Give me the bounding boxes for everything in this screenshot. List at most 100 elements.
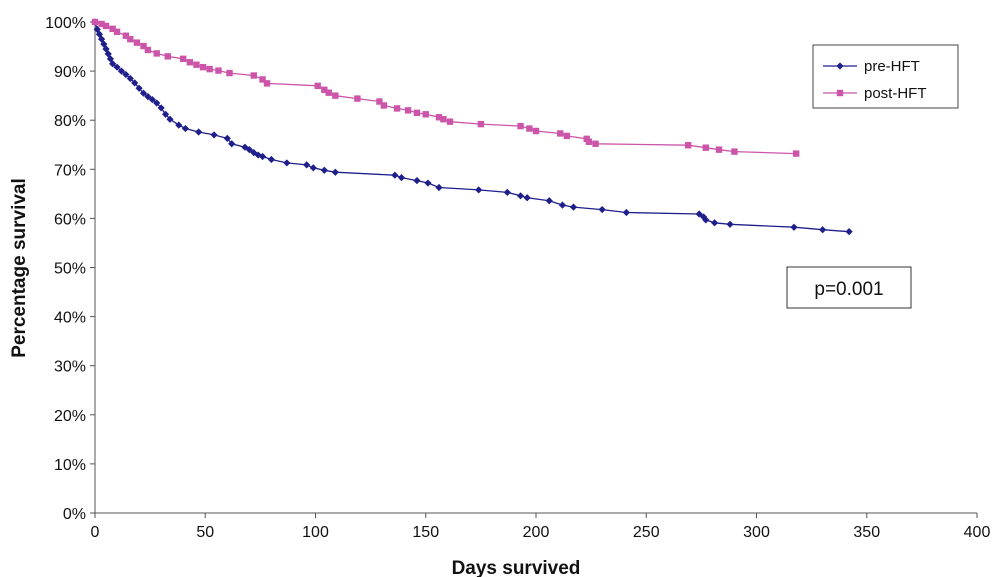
data-point-post-HFT bbox=[226, 69, 233, 77]
data-point-pre-HFT bbox=[309, 164, 317, 172]
y-tick-label: 20% bbox=[54, 408, 86, 425]
data-point-pre-HFT bbox=[711, 219, 719, 227]
y-tick-label: 90% bbox=[54, 64, 86, 81]
data-point-pre-HFT bbox=[545, 197, 553, 205]
data-point-post-HFT bbox=[321, 86, 328, 93]
data-point-pre-HFT bbox=[558, 201, 567, 209]
series-layer bbox=[91, 18, 853, 236]
data-point-pre-HFT bbox=[790, 223, 798, 231]
data-point-pre-HFT bbox=[845, 228, 853, 236]
data-point-post-HFT bbox=[153, 50, 160, 57]
data-point-pre-HFT bbox=[523, 194, 531, 202]
data-point-pre-HFT bbox=[397, 174, 406, 182]
data-point-post-HFT bbox=[684, 142, 692, 149]
data-point-pre-HFT bbox=[144, 93, 152, 101]
data-point-post-HFT bbox=[332, 92, 339, 99]
data-point-post-HFT bbox=[557, 130, 564, 137]
data-point-pre-HFT bbox=[210, 131, 218, 139]
y-tick-label: 50% bbox=[54, 261, 86, 278]
data-point-pre-HFT bbox=[153, 99, 161, 107]
data-point-post-HFT bbox=[477, 120, 485, 128]
data-point-pre-HFT bbox=[413, 176, 421, 185]
data-point-post-HFT bbox=[250, 72, 257, 79]
data-point-post-HFT bbox=[113, 28, 121, 36]
data-point-post-HFT bbox=[164, 53, 171, 60]
series-post-HFT bbox=[91, 18, 800, 157]
data-point-pre-HFT bbox=[148, 95, 156, 104]
data-point-pre-HFT bbox=[726, 220, 734, 228]
y-tick-label: 60% bbox=[54, 211, 86, 228]
data-point-post-HFT bbox=[122, 32, 130, 39]
data-point-post-HFT bbox=[440, 116, 447, 123]
data-point-pre-HFT bbox=[569, 203, 578, 211]
data-point-pre-HFT bbox=[391, 171, 399, 179]
y-tick-label: 80% bbox=[54, 113, 86, 130]
data-point-post-HFT bbox=[325, 89, 332, 96]
data-point-post-HFT bbox=[526, 125, 533, 132]
data-point-post-HFT bbox=[702, 144, 709, 151]
data-point-post-HFT bbox=[517, 122, 524, 130]
legend-marker-post-HFT bbox=[836, 89, 844, 97]
data-point-pre-HFT bbox=[181, 124, 190, 133]
data-point-pre-HFT bbox=[331, 168, 339, 176]
data-point-pre-HFT bbox=[424, 179, 432, 187]
data-point-pre-HFT bbox=[161, 110, 170, 118]
data-point-pre-HFT bbox=[223, 134, 231, 142]
x-axis-title: Days survived bbox=[452, 558, 581, 577]
x-tick-label: 50 bbox=[196, 524, 214, 541]
axis-ticks: 0 50 100 150 200 250 300 350 400 0% 10% 20% 30% 40% 50… bbox=[45, 15, 990, 541]
y-tick-label: 100% bbox=[45, 15, 86, 32]
data-point-pre-HFT bbox=[516, 192, 525, 200]
data-point-post-HFT bbox=[206, 65, 213, 73]
data-point-post-HFT bbox=[109, 25, 116, 33]
data-point-post-HFT bbox=[263, 80, 271, 87]
data-point-pre-HFT bbox=[175, 121, 183, 129]
y-tick-label: 70% bbox=[54, 162, 86, 179]
p-value-annotation: p=0.001 bbox=[786, 266, 912, 309]
data-point-pre-HFT bbox=[503, 188, 511, 196]
data-point-post-HFT bbox=[193, 61, 200, 68]
data-point-post-HFT bbox=[314, 82, 321, 90]
data-point-post-HFT bbox=[532, 127, 540, 135]
data-point-pre-HFT bbox=[157, 104, 165, 112]
y-tick-label: 10% bbox=[54, 457, 86, 474]
data-point-pre-HFT bbox=[598, 205, 606, 214]
data-point-post-HFT bbox=[98, 20, 105, 28]
data-point-post-HFT bbox=[180, 55, 187, 63]
data-point-post-HFT bbox=[585, 138, 593, 146]
data-point-pre-HFT bbox=[117, 67, 126, 75]
data-point-post-HFT bbox=[422, 111, 429, 118]
data-point-pre-HFT bbox=[126, 74, 134, 83]
data-point-post-HFT bbox=[127, 35, 134, 43]
x-tick-label: 100 bbox=[302, 524, 329, 541]
data-point-post-HFT bbox=[592, 140, 599, 147]
x-tick-label: 150 bbox=[412, 524, 439, 541]
data-point-pre-HFT bbox=[195, 128, 203, 136]
series-pre-HFT bbox=[91, 18, 853, 236]
x-tick-label: 400 bbox=[964, 524, 991, 541]
x-tick-label: 300 bbox=[743, 524, 770, 541]
data-point-post-HFT bbox=[393, 105, 401, 112]
data-point-post-HFT bbox=[376, 98, 383, 105]
data-point-pre-HFT bbox=[475, 186, 483, 194]
data-point-pre-HFT bbox=[320, 166, 328, 174]
legend: pre-HFT post-HFT bbox=[812, 44, 959, 109]
data-point-pre-HFT bbox=[303, 161, 311, 169]
data-point-post-HFT bbox=[413, 109, 421, 117]
data-point-pre-HFT bbox=[435, 183, 443, 192]
x-tick-label: 0 bbox=[91, 524, 100, 541]
x-tick-label: 250 bbox=[633, 524, 660, 541]
y-tick-label: 30% bbox=[54, 359, 86, 376]
data-point-post-HFT bbox=[199, 63, 207, 71]
data-point-post-HFT bbox=[186, 59, 194, 66]
data-point-pre-HFT bbox=[702, 216, 710, 224]
data-point-post-HFT bbox=[102, 22, 110, 30]
data-point-post-HFT bbox=[259, 76, 266, 83]
data-point-pre-HFT bbox=[122, 70, 130, 79]
data-point-post-HFT bbox=[144, 46, 152, 54]
data-point-pre-HFT bbox=[622, 208, 631, 217]
data-point-pre-HFT bbox=[131, 79, 139, 87]
data-point-pre-HFT bbox=[695, 210, 703, 218]
y-tick-label: 40% bbox=[54, 310, 86, 327]
p-value-box bbox=[786, 266, 912, 309]
